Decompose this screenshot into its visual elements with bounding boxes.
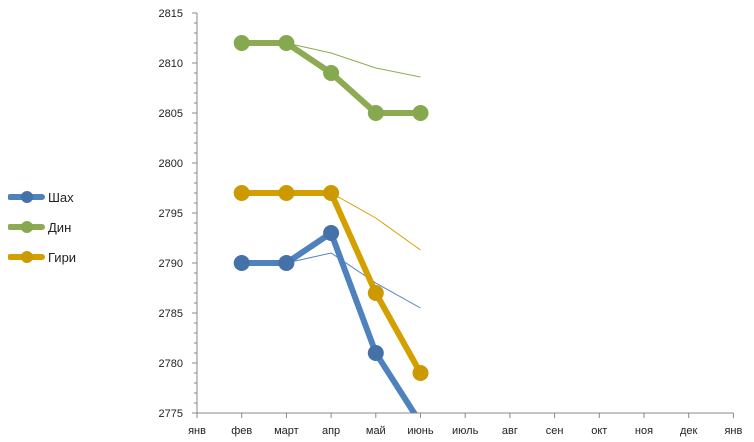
series-line-Гири: [241, 190, 424, 375]
y-tick-label: 2810: [159, 58, 183, 70]
y-tick-label: 2790: [159, 258, 183, 270]
legend-label: Гири: [48, 249, 77, 265]
x-tick-label: июль: [452, 425, 479, 437]
series-group: [233, 35, 429, 413]
x-tick-label: фев: [231, 425, 252, 437]
data-point: [278, 255, 295, 271]
y-tick-label: 2780: [159, 358, 183, 370]
x-tick-label: июнь: [407, 425, 433, 437]
x-tick-label: янв: [724, 425, 742, 437]
legend-marker-icon: [8, 251, 45, 263]
data-point: [367, 345, 384, 361]
legend: Шах Дин Гири: [8, 182, 76, 272]
legend-label: Шах: [48, 189, 74, 205]
legend-item: Дин: [8, 212, 76, 242]
data-point: [278, 35, 295, 51]
data-point: [367, 285, 384, 301]
legend-item: Гири: [8, 242, 76, 272]
trend-line-Дин: [241, 42, 421, 78]
data-point: [412, 105, 429, 121]
x-tick-label: апр: [322, 425, 340, 437]
legend-item: Шах: [8, 182, 76, 212]
data-point: [233, 185, 250, 201]
y-tick-label: 2775: [159, 408, 183, 420]
data-point: [323, 185, 340, 201]
x-tick-label: март: [274, 425, 299, 437]
legend-marker-icon: [8, 221, 45, 233]
data-point: [278, 185, 295, 201]
x-tick-label: май: [366, 425, 386, 437]
x-tick-label: сен: [546, 425, 564, 437]
legend-label: Дин: [48, 219, 72, 235]
data-point: [323, 225, 340, 241]
x-tick-label: авг: [502, 425, 518, 437]
x-tick-label: дек: [680, 425, 698, 437]
y-tick-label: 2795: [159, 208, 183, 220]
data-point: [233, 35, 250, 51]
data-point: [367, 105, 384, 121]
x-tick-label: окт: [591, 425, 607, 437]
trend-line-Шах: [241, 252, 421, 309]
data-point: [412, 365, 429, 381]
x-tick-label: янв: [188, 425, 206, 437]
data-point: [323, 65, 340, 81]
y-tick-label: 2815: [159, 8, 183, 20]
legend-marker-icon: [8, 191, 45, 203]
y-tick-label: 2785: [159, 308, 183, 320]
y-tick-label: 2805: [159, 108, 183, 120]
data-point: [233, 255, 250, 271]
y-tick-label: 2800: [159, 158, 183, 170]
x-tick-label: ноя: [635, 425, 653, 437]
